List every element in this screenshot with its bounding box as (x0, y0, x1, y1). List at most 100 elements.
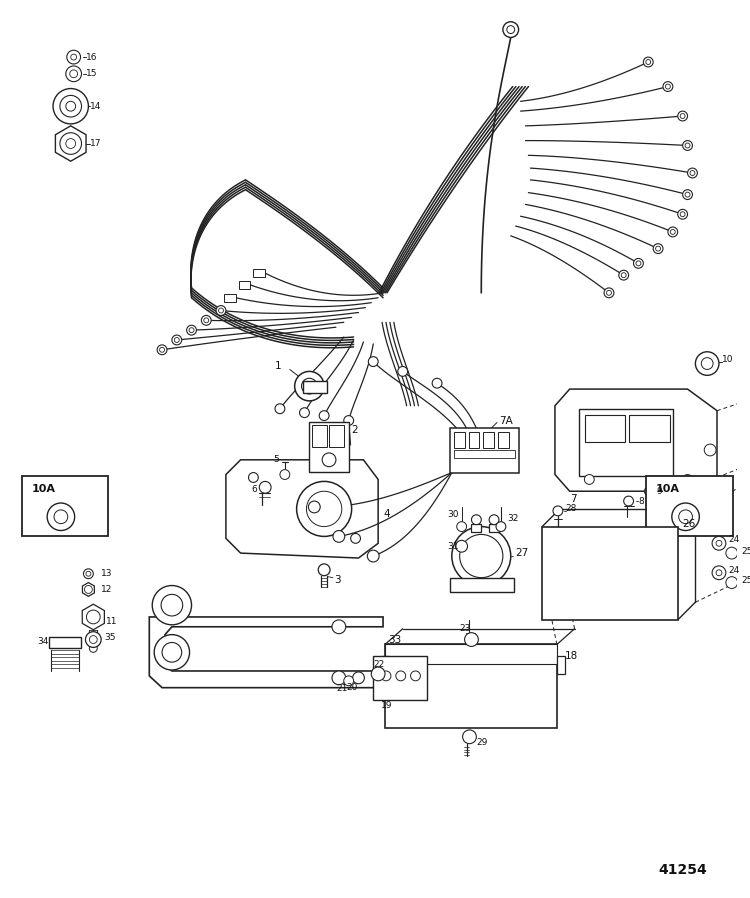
Bar (22, 476, 108, 536)
Circle shape (670, 230, 675, 234)
Circle shape (66, 101, 76, 111)
Bar (385, 645, 557, 665)
Circle shape (295, 372, 324, 401)
Circle shape (489, 515, 499, 524)
Circle shape (712, 536, 726, 550)
Circle shape (248, 472, 258, 482)
Circle shape (204, 318, 209, 322)
Circle shape (634, 259, 644, 269)
Polygon shape (555, 389, 717, 491)
Circle shape (644, 57, 653, 67)
Circle shape (716, 541, 722, 546)
Circle shape (187, 325, 196, 335)
Circle shape (351, 533, 361, 543)
Text: 31: 31 (447, 541, 458, 550)
Text: 2: 2 (352, 426, 358, 436)
Text: 8: 8 (638, 497, 644, 506)
Circle shape (507, 26, 515, 33)
Circle shape (680, 212, 685, 216)
Circle shape (158, 345, 167, 355)
Circle shape (344, 676, 353, 686)
Circle shape (704, 445, 716, 456)
Circle shape (672, 503, 699, 531)
Circle shape (275, 404, 285, 414)
Circle shape (584, 474, 594, 484)
Circle shape (70, 54, 76, 60)
Text: 25: 25 (742, 577, 750, 585)
Circle shape (665, 84, 670, 89)
Circle shape (318, 564, 330, 576)
Circle shape (174, 338, 179, 342)
Polygon shape (82, 583, 94, 596)
Text: 16: 16 (86, 53, 98, 62)
Text: 29: 29 (476, 738, 488, 747)
Circle shape (60, 95, 82, 117)
Bar (498, 432, 508, 448)
Bar (374, 656, 427, 700)
Text: 23: 23 (460, 624, 471, 633)
Circle shape (371, 667, 385, 681)
Circle shape (653, 243, 663, 253)
Circle shape (726, 547, 738, 559)
Circle shape (668, 227, 678, 237)
Text: 20: 20 (346, 683, 358, 692)
Bar (472, 524, 482, 532)
Circle shape (368, 550, 380, 562)
Circle shape (624, 497, 634, 506)
Circle shape (201, 315, 211, 325)
Bar (646, 476, 733, 536)
Text: 27: 27 (516, 548, 529, 559)
Bar (586, 415, 625, 442)
Text: 10: 10 (722, 355, 734, 364)
Bar (302, 382, 327, 393)
Bar (224, 294, 236, 302)
Circle shape (472, 515, 482, 524)
Text: 30: 30 (447, 510, 458, 519)
Circle shape (89, 645, 98, 652)
Circle shape (695, 352, 719, 375)
Bar (580, 409, 673, 476)
Text: 22: 22 (374, 660, 385, 669)
Circle shape (280, 470, 290, 480)
Circle shape (496, 522, 506, 532)
Circle shape (332, 671, 346, 685)
Text: 17: 17 (90, 139, 102, 148)
Circle shape (682, 474, 692, 484)
Text: 14: 14 (90, 101, 102, 110)
Circle shape (432, 378, 442, 388)
Circle shape (680, 113, 685, 119)
Circle shape (307, 491, 342, 526)
Text: 25: 25 (742, 547, 750, 556)
Text: 41254: 41254 (658, 863, 707, 877)
Circle shape (296, 481, 352, 536)
Circle shape (381, 671, 391, 681)
Text: 12: 12 (101, 585, 112, 594)
Polygon shape (149, 617, 383, 688)
Circle shape (53, 89, 88, 124)
Circle shape (644, 488, 652, 495)
Bar (469, 432, 479, 448)
Text: 11: 11 (106, 617, 118, 627)
Circle shape (60, 133, 82, 154)
Circle shape (189, 328, 194, 332)
Text: 21: 21 (336, 684, 347, 693)
Circle shape (604, 288, 613, 298)
Circle shape (656, 246, 661, 251)
Circle shape (646, 59, 651, 65)
Circle shape (344, 416, 353, 426)
Circle shape (320, 410, 329, 420)
Circle shape (86, 571, 91, 577)
Polygon shape (82, 604, 104, 629)
Circle shape (86, 610, 100, 624)
Bar (312, 426, 327, 447)
Circle shape (688, 168, 698, 178)
Circle shape (679, 510, 692, 524)
Circle shape (460, 534, 503, 577)
Circle shape (457, 522, 466, 532)
Circle shape (89, 636, 98, 644)
Text: 26: 26 (682, 519, 696, 529)
Text: 7A: 7A (499, 416, 513, 426)
Circle shape (464, 633, 478, 647)
Circle shape (161, 594, 183, 616)
Circle shape (70, 70, 77, 78)
